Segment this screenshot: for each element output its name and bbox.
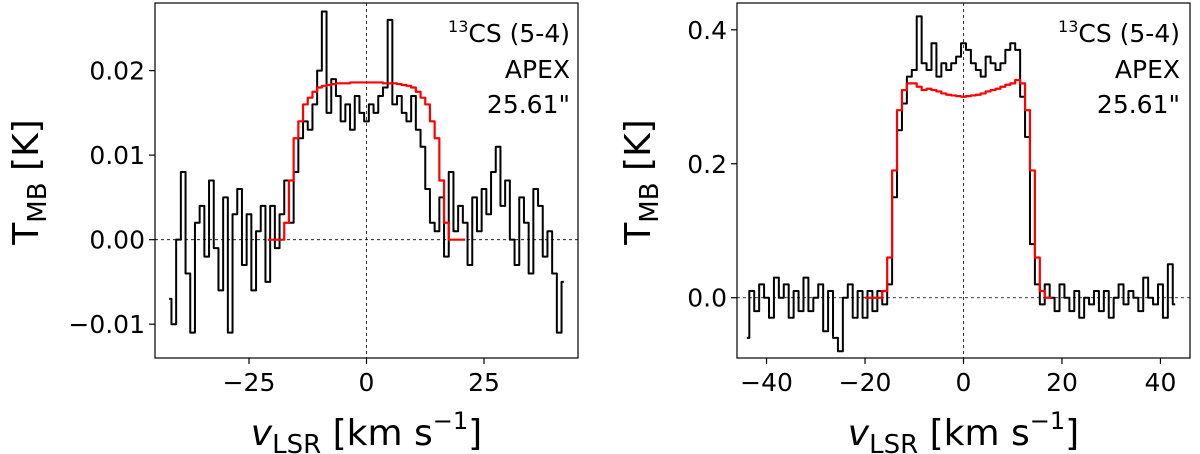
left-panel: −25 0 25 −0.01 0.00 0.01 0.02 13CS (5-4) APEX 25.…: [6, 2, 579, 454]
model-spectrum-line: [267, 81, 466, 241]
x-tick-label: −25: [223, 368, 276, 397]
y-tick-label: 0.00: [89, 226, 145, 255]
x-axis-label: vLSR [km s−1]: [251, 407, 482, 454]
model-spectrum-line: [865, 78, 1053, 299]
x-tick-label: 40: [1145, 368, 1177, 397]
x-tick-label: 25: [468, 368, 500, 397]
right-panel: −40 −20 0 20 40 0.0 0.2 0.4 13CS (5-4) APEX 25.61"…: [618, 2, 1191, 454]
x-tick-label: 0: [956, 368, 972, 397]
y-tick-label: 0.01: [89, 141, 145, 170]
annotation-line-2: APEX: [1115, 55, 1180, 84]
x-tick-label: −20: [839, 368, 892, 397]
y-tick-label: 0.4: [687, 16, 727, 45]
y-tick-label: 0.0: [687, 284, 727, 313]
observed-spectrum-line: [746, 15, 1176, 353]
y-tick-label: 0.02: [89, 57, 145, 86]
annotation-line-1: 13CS (5-4): [448, 17, 570, 48]
y-axis-label: TMB [K]: [6, 119, 53, 245]
x-tick-label: −40: [740, 368, 793, 397]
annotation-line-3: 25.61": [1097, 90, 1180, 119]
x-axis-label: vLSR [km s−1]: [848, 407, 1079, 454]
annotation-line-3: 25.61": [487, 90, 570, 119]
x-tick-label: 0: [359, 368, 375, 397]
y-axis-label: TMB [K]: [618, 119, 665, 245]
observed-spectrum-line: [169, 10, 564, 334]
annotation-line-2: APEX: [505, 55, 570, 84]
y-tick-label: 0.2: [687, 150, 727, 179]
x-tick-label: 20: [1046, 368, 1078, 397]
annotation-line-1: 13CS (5-4): [1058, 17, 1180, 48]
y-tick-label: −0.01: [68, 310, 145, 339]
